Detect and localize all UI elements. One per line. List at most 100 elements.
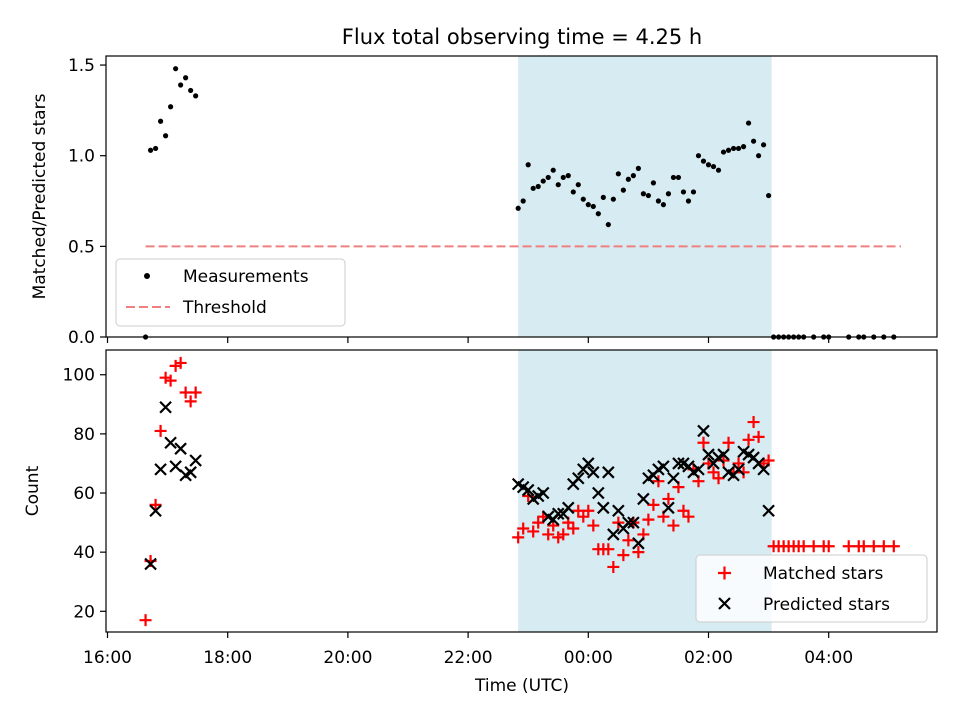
- predicted-star-point: [159, 400, 172, 414]
- predicted-star-point: [189, 454, 202, 467]
- matched-star-point: [747, 416, 760, 429]
- predicted-star-point: [582, 457, 595, 470]
- measurement-point: [745, 120, 752, 126]
- bottom-y-ticks: 20 40 60 80 100: [63, 366, 106, 622]
- legend-measurements-label: Measurements: [183, 267, 309, 287]
- matched-star-point: [164, 374, 177, 387]
- legend-threshold-label: Threshold: [182, 298, 267, 318]
- predicted-star-point: [612, 504, 625, 518]
- bottom-legend-box: [695, 554, 928, 623]
- measurement-point: [162, 133, 169, 139]
- measurement-point: [700, 158, 707, 164]
- measurement-point: [610, 196, 616, 202]
- predicted-star-point: [587, 466, 600, 479]
- measurement-point: [625, 176, 631, 182]
- measurement-point: [530, 185, 536, 191]
- measurement-point: [715, 167, 722, 173]
- x-tick-label: 04:00: [804, 648, 853, 668]
- measurement-point: [650, 180, 657, 186]
- measurement-point: [188, 87, 194, 94]
- top-x-ticks: [106, 337, 830, 343]
- predicted-star-point: [692, 463, 705, 476]
- predicted-star-point: [667, 471, 680, 485]
- matched-star-point: [682, 510, 695, 523]
- matched-star-point: [867, 540, 880, 553]
- bottom-legend: Matched stars Predicted stars: [695, 554, 928, 623]
- measurement-point: [540, 178, 546, 184]
- matched-star-point: [807, 540, 820, 553]
- matched-star-point: [557, 528, 570, 541]
- measurement-point: [605, 221, 611, 228]
- measurement-point: [660, 202, 667, 208]
- measurement-point: [655, 198, 662, 204]
- top-legend-box: [115, 258, 346, 327]
- measurement-point: [740, 144, 747, 150]
- matched-star-point: [752, 430, 765, 443]
- measurement-point: [735, 145, 742, 152]
- top-y-ticks: 0.0 0.5 1.0 1.5: [68, 56, 106, 348]
- matched-star-point: [512, 531, 525, 544]
- measurement-point: [635, 165, 641, 171]
- top-axes-frame: [105, 55, 938, 338]
- measurement-point: [710, 163, 717, 170]
- matched-star-point: [722, 436, 735, 449]
- top-y-tick-label: 1.5: [68, 56, 95, 76]
- measurement-point: [600, 194, 606, 200]
- measurement-point: [760, 142, 767, 148]
- measurement-point: [565, 173, 571, 179]
- matched-star-point: [737, 466, 750, 479]
- measurement-point: [690, 189, 697, 195]
- predicted-star-point: [762, 504, 775, 518]
- matched-star-point: [822, 540, 835, 553]
- measurement-point: [595, 211, 601, 217]
- predicted-star-point: [637, 492, 650, 506]
- matched-star-point: [712, 472, 725, 485]
- matched-star-point: [732, 457, 745, 470]
- top-legend: Measurements Threshold: [115, 258, 346, 327]
- measurement-point: [675, 174, 682, 181]
- measurement-point: [152, 145, 159, 152]
- measurement-point: [178, 82, 184, 88]
- predicted-star-point: [697, 424, 710, 438]
- matched-star-point: [154, 424, 167, 437]
- matched-star-point: [174, 356, 187, 369]
- measurement-point: [730, 145, 737, 152]
- matched-star-point: [139, 614, 152, 627]
- measurement-point: [725, 147, 732, 153]
- measurement-point: [193, 93, 199, 99]
- measurement-point: [570, 189, 576, 195]
- predicted-star-point: [144, 557, 157, 571]
- measurement-point: [183, 75, 189, 81]
- measurement-point: [590, 203, 596, 210]
- bottom-panel: 20 40 60 80 100 16:00 18:00 20:00 22:00 00:00 02:…: [23, 349, 938, 696]
- measurement-point: [550, 167, 556, 173]
- measurement-point: [515, 205, 521, 211]
- matched-star-point: [877, 540, 890, 553]
- predicted-star-point: [657, 460, 670, 473]
- x-tick-label: 00:00: [564, 648, 613, 668]
- bottom-y-tick-label: 80: [73, 425, 95, 445]
- measurement-point: [585, 202, 591, 208]
- matched-star-point: [622, 534, 635, 547]
- measurement-point: [680, 189, 687, 195]
- bottom-y-axis-label: Count: [23, 465, 43, 516]
- matched-star-point: [642, 513, 655, 526]
- matched-star-point: [607, 560, 620, 573]
- matched-star-point: [602, 543, 615, 556]
- bottom-points: [139, 356, 900, 627]
- top-y-tick-label: 0.0: [68, 328, 95, 348]
- top-y-tick-label: 1.0: [68, 147, 95, 167]
- measurement-point: [640, 191, 646, 197]
- predicted-star-point: [536, 486, 550, 500]
- measurement-point: [755, 153, 762, 159]
- matched-star-point: [189, 386, 202, 399]
- bottom-x-ticks: 16:00 18:00 20:00 22:00 00:00 02:00 04:00: [83, 632, 853, 668]
- measurement-point: [685, 198, 692, 204]
- matched-star-point: [797, 540, 810, 553]
- predicted-star-point: [174, 442, 187, 455]
- x-tick-label: 02:00: [684, 648, 733, 668]
- predicted-star-point: [602, 466, 615, 479]
- legend-measurements-marker: [144, 273, 150, 279]
- measurement-point: [670, 174, 677, 181]
